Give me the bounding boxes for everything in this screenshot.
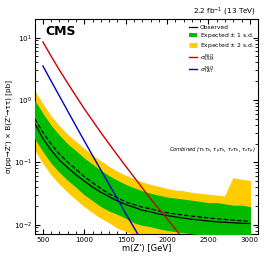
Text: 2.2 fb$^{-1}$ (13 TeV): 2.2 fb$^{-1}$ (13 TeV) bbox=[193, 5, 256, 18]
Y-axis label: σ(pp→Z') × B(Z'→ττ) [pb]: σ(pp→Z') × B(Z'→ττ) [pb] bbox=[6, 80, 12, 173]
Text: CMS: CMS bbox=[46, 25, 76, 38]
X-axis label: m(Z') [GeV]: m(Z') [GeV] bbox=[122, 244, 171, 254]
Text: Combined ($\tau_h\tau_h$, $\tau_\mu\tau_h$, $\tau_e\tau_h$, $\tau_e\tau_\mu$): Combined ($\tau_h\tau_h$, $\tau_\mu\tau_… bbox=[169, 146, 256, 156]
Legend: Observed, Expected $\pm$ 1 s.d., Expected $\pm$ 2 s.d., $\sigma^{\mathrm{NLO}}_{: Observed, Expected $\pm$ 1 s.d., Expecte… bbox=[188, 24, 255, 75]
